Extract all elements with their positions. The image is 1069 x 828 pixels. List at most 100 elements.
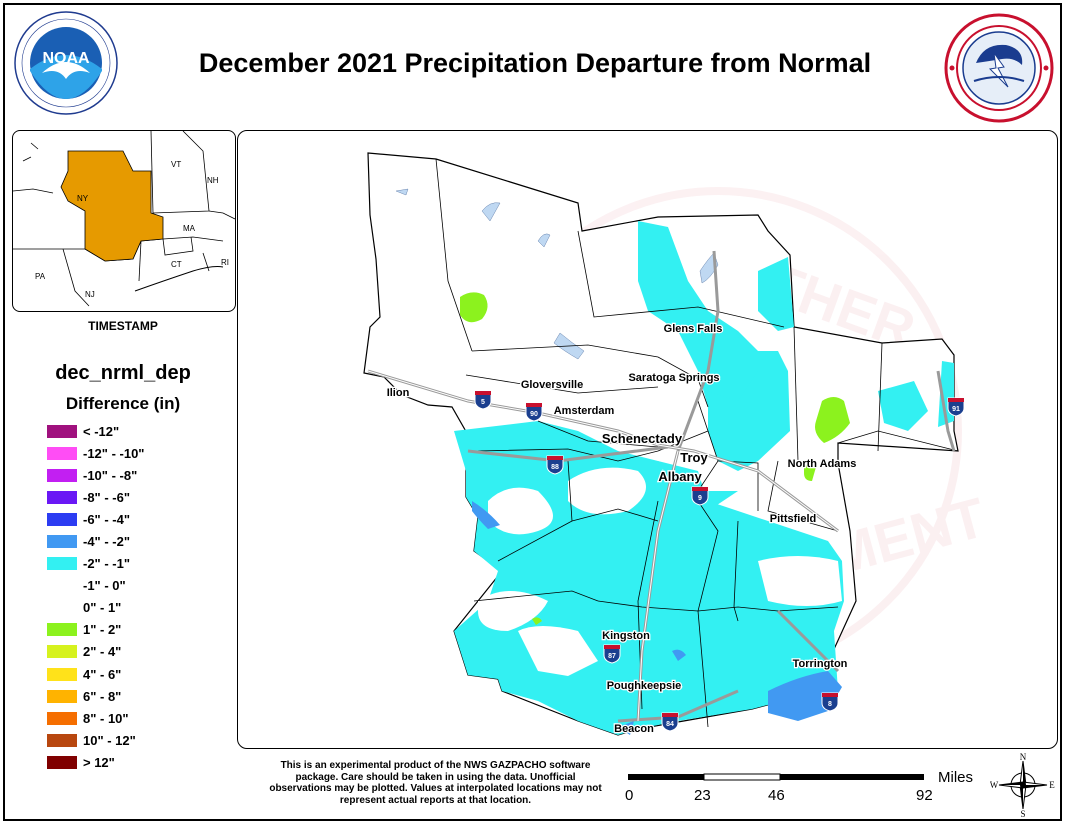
legend-swatch bbox=[47, 424, 77, 438]
svg-text:RI: RI bbox=[221, 258, 229, 267]
legend-swatch bbox=[47, 711, 77, 725]
legend-label: -12" - -10" bbox=[83, 445, 145, 461]
legend-swatch bbox=[47, 689, 77, 703]
legend-label: < -12" bbox=[83, 423, 120, 439]
legend-label: 1" - 2" bbox=[83, 622, 122, 638]
legend-item: -12" - -10" bbox=[47, 442, 144, 464]
city-label: Troy bbox=[680, 450, 708, 465]
scale-tick-46: 46 bbox=[768, 787, 785, 804]
scale-tick-92: 92 bbox=[916, 787, 933, 804]
svg-text:CT: CT bbox=[171, 260, 182, 269]
legend-item: -10" - -8" bbox=[47, 464, 144, 486]
legend-swatch bbox=[47, 446, 77, 460]
legend-item: 4" - 6" bbox=[47, 663, 144, 685]
interstate-number: 87 bbox=[608, 653, 616, 660]
city-label: Torrington bbox=[793, 658, 848, 670]
legend-label: 2" - 4" bbox=[83, 644, 122, 660]
interstate-number: 84 bbox=[666, 721, 674, 728]
legend-label: -8" - -6" bbox=[83, 489, 130, 505]
legend-swatch bbox=[47, 601, 77, 615]
city-label: Saratoga Springs bbox=[628, 372, 719, 384]
highway-centerline bbox=[367, 370, 839, 722]
blue-precip-area bbox=[472, 501, 842, 735]
interstate-number: 90 bbox=[530, 411, 538, 418]
legend-swatch bbox=[47, 557, 77, 571]
interstate-number: 9 bbox=[698, 495, 702, 502]
interstate-number: 91 bbox=[952, 406, 960, 413]
svg-text:MA: MA bbox=[183, 224, 196, 233]
compass-n: N bbox=[1020, 752, 1027, 762]
legend: < -12" -12" - -10" -10" - -8" -8" - -6" -6" … bbox=[47, 420, 144, 774]
legend-swatch bbox=[47, 490, 77, 504]
locator-map: NY VT NH MA CT RI PA NJ bbox=[12, 130, 236, 312]
legend-swatch bbox=[47, 623, 77, 637]
legend-item: 8" - 10" bbox=[47, 707, 144, 729]
legend-label: 8" - 10" bbox=[83, 710, 129, 726]
legend-item: 6" - 8" bbox=[47, 685, 144, 707]
city-label: Pittsfield bbox=[770, 513, 816, 525]
interstate-shield-icon: 8 bbox=[821, 692, 839, 712]
legend-label: > 12" bbox=[83, 754, 115, 770]
legend-swatch bbox=[47, 468, 77, 482]
map-title: December 2021 Precipitation Departure fr… bbox=[198, 48, 872, 78]
scale-unit: Miles bbox=[938, 769, 974, 786]
legend-item: -8" - -6" bbox=[47, 486, 144, 508]
city-label: Beacon bbox=[614, 723, 654, 735]
interstate-shield-icon: 88 bbox=[546, 455, 564, 475]
legend-item: -1" - 0" bbox=[47, 575, 144, 597]
city-label: Ilion bbox=[387, 387, 410, 399]
city-label: Poughkeepsie bbox=[607, 680, 682, 692]
city-label: Gloversville bbox=[521, 379, 583, 391]
legend-label: 6" - 8" bbox=[83, 688, 122, 704]
noaa-text: NOAA bbox=[42, 50, 90, 67]
page-frame bbox=[3, 3, 1062, 821]
svg-text:PA: PA bbox=[35, 272, 46, 281]
svg-text:NY: NY bbox=[77, 194, 89, 203]
interstate-shield-icon: 87 bbox=[603, 644, 621, 664]
legend-label: -6" - -4" bbox=[83, 511, 130, 527]
legend-item: 1" - 2" bbox=[47, 619, 144, 641]
legend-label: 0" - 1" bbox=[83, 600, 122, 616]
timestamp-label: TIMESTAMP bbox=[88, 319, 158, 333]
legend-item: > 12" bbox=[47, 751, 144, 773]
legend-item: 0" - 1" bbox=[47, 597, 144, 619]
legend-label: -10" - -8" bbox=[83, 467, 138, 483]
compass-e: E bbox=[1049, 780, 1055, 790]
compass-s: S bbox=[1020, 809, 1025, 818]
interstate-shield-icon: 91 bbox=[947, 397, 965, 417]
legend-swatch bbox=[47, 535, 77, 549]
interstate-shield-icon: 90 bbox=[525, 402, 543, 422]
interstate-number: 8 bbox=[828, 701, 832, 708]
main-map: WEATHER DEPARTMENT bbox=[237, 130, 1058, 749]
disclaimer: This is an experimental product of the N… bbox=[269, 760, 602, 806]
scale-bar bbox=[628, 773, 924, 781]
legend-swatch bbox=[47, 733, 77, 747]
legend-label: 4" - 6" bbox=[83, 666, 122, 682]
legend-item: 2" - 4" bbox=[47, 641, 144, 663]
compass-rose-icon: N E S W bbox=[990, 752, 1055, 818]
legend-subtitle: Difference (in) bbox=[65, 394, 181, 413]
legend-swatch bbox=[47, 645, 77, 659]
legend-swatch bbox=[47, 512, 77, 526]
interstate-shield-icon: 84 bbox=[661, 712, 679, 732]
green-precip-area bbox=[460, 292, 850, 625]
legend-label: 10" - 12" bbox=[83, 732, 136, 748]
legend-item: 10" - 12" bbox=[47, 729, 144, 751]
scale-tick-0: 0 bbox=[625, 787, 634, 804]
svg-text:NH: NH bbox=[207, 176, 219, 185]
legend-item: -6" - -4" bbox=[47, 508, 144, 530]
legend-label: -1" - 0" bbox=[83, 578, 126, 594]
interstate-shield-icon: 9 bbox=[691, 486, 709, 506]
noaa-logo: NOAA bbox=[14, 11, 118, 115]
city-label: Kingston bbox=[602, 630, 650, 642]
legend-swatch bbox=[47, 755, 77, 769]
legend-label: -4" - -2" bbox=[83, 534, 130, 550]
legend-label: -2" - -1" bbox=[83, 556, 130, 572]
city-label: Amsterdam bbox=[554, 405, 615, 417]
compass-w: W bbox=[990, 780, 999, 790]
interstate-number: 88 bbox=[551, 464, 559, 471]
nws-logo bbox=[944, 13, 1054, 123]
legend-item: -4" - -2" bbox=[47, 530, 144, 552]
legend-swatch bbox=[47, 579, 77, 593]
svg-text:NJ: NJ bbox=[85, 290, 95, 299]
